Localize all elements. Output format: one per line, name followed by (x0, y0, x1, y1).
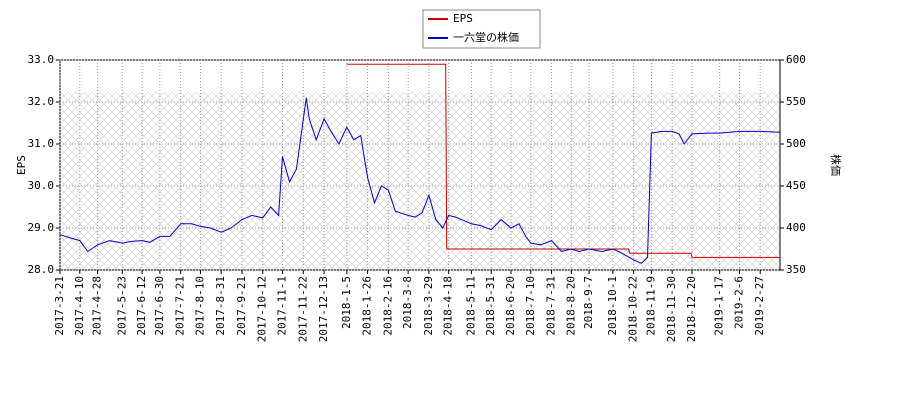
y-tick-label: 32.0 (28, 95, 55, 108)
x-tick-label: 2018-6-20 (504, 276, 517, 336)
x-tick-label: 2018-5-11 (464, 276, 477, 336)
x-tick-label: 2017-8-10 (193, 276, 206, 336)
legend-label: EPS (453, 12, 473, 25)
x-tick-label: 2018-3-29 (422, 276, 435, 336)
x-tick-label: 2017-8-31 (214, 276, 227, 336)
legend-label: 一六堂の株価 (453, 30, 519, 44)
y2-tick-label: 400 (786, 221, 806, 234)
x-tick-label: 2017-3-21 (53, 276, 66, 336)
y2-tick-label: 450 (786, 179, 806, 192)
x-tick-label: 2017-10-12 (256, 276, 269, 342)
x-tick-label: 2019-2-27 (753, 276, 766, 336)
x-tick-label: 2017-11-22 (296, 276, 309, 342)
legend (422, 9, 541, 49)
x-tick-label: 2017-6-30 (153, 276, 166, 336)
y-tick-label: 31.0 (28, 137, 55, 150)
series-line (59, 97, 781, 264)
series-line (346, 63, 780, 258)
y-axis-label: EPS (15, 155, 28, 175)
y-tick-label: 28.0 (28, 263, 55, 276)
x-tick-label: 2018-9-7 (582, 276, 595, 329)
y2-tick-label: 500 (786, 137, 806, 150)
y-tick-label: 33.0 (28, 53, 55, 66)
x-tick-label: 2017-11-1 (276, 276, 289, 336)
x-tick-label: 2018-8-20 (564, 276, 577, 336)
x-tick-label: 2017-4-10 (73, 276, 86, 336)
x-tick-label: 2018-4-18 (442, 276, 455, 336)
x-tick-label: 2018-11-9 (644, 276, 657, 336)
x-tick-label: 2017-5-23 (115, 276, 128, 336)
x-tick-label: 2018-10-22 (627, 276, 640, 342)
x-tick-label: 2017-12-13 (317, 276, 330, 342)
x-tick-label: 2018-2-16 (381, 276, 394, 336)
x-tick-label: 2017-7-21 (174, 276, 187, 336)
y2-tick-label: 550 (786, 95, 806, 108)
x-tick-label: 2018-11-30 (665, 276, 678, 342)
x-tick-label: 2017-9-21 (235, 276, 248, 336)
plot-shade (60, 92, 780, 270)
x-tick-label: 2018-3-8 (401, 276, 414, 329)
x-tick-label: 2017-4-28 (91, 276, 104, 336)
y2-tick-label: 350 (786, 263, 806, 276)
x-tick-label: 2018-7-10 (524, 276, 537, 336)
y-tick-label: 30.0 (28, 179, 55, 192)
y-tick-label: 29.0 (28, 221, 55, 234)
x-tick-label: 2018-12-20 (685, 276, 698, 342)
y2-tick-label: 600 (786, 53, 806, 66)
x-tick-label: 2019-2-6 (732, 276, 745, 329)
x-tick-label: 2018-7-31 (545, 276, 558, 336)
x-tick-label: 2018-1-26 (361, 276, 374, 336)
y2-axis-label: 株価 (829, 154, 843, 176)
x-tick-label: 2017-6-12 (135, 276, 148, 336)
x-tick-label: 2018-5-31 (484, 276, 497, 336)
x-tick-label: 2018-10-1 (606, 276, 619, 336)
x-tick-label: 2019-1-17 (713, 276, 726, 336)
x-tick-label: 2018-1-5 (340, 276, 353, 329)
